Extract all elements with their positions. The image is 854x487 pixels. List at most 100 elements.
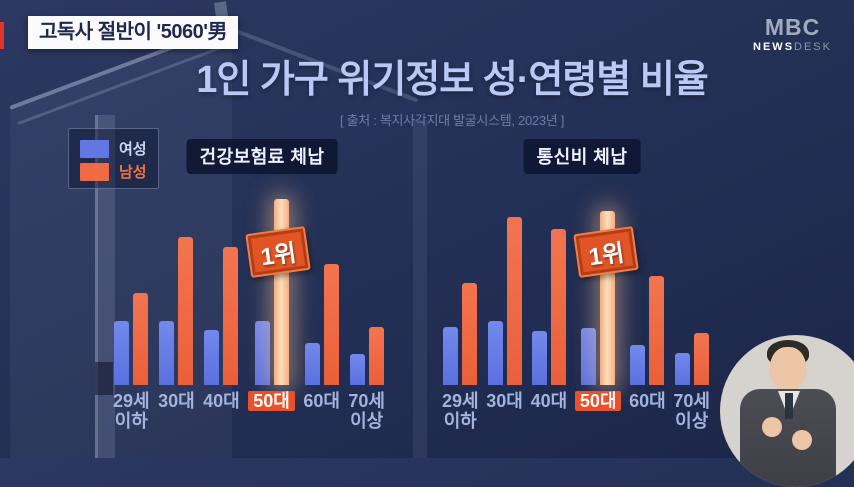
legend: 여성 남성 bbox=[68, 128, 159, 189]
x-axis-label-line: 70세 bbox=[673, 391, 710, 411]
bar-female-70세 bbox=[349, 354, 365, 385]
interpreter-hand-left bbox=[762, 417, 782, 437]
x-axis-label-line: 30대 bbox=[486, 391, 523, 411]
page-title: 1인 가구 위기정보 성·연령별 비율 bbox=[196, 59, 709, 101]
x-axis-label-line: 70세 bbox=[348, 391, 385, 411]
category-group-40대: 40대 bbox=[530, 195, 568, 431]
x-axis-label-line: 40대 bbox=[530, 391, 568, 411]
bar-pair bbox=[114, 195, 149, 385]
bar-male-70세 bbox=[368, 327, 384, 385]
bar-female-29세 bbox=[443, 327, 459, 385]
category-group-40대: 40대 bbox=[203, 195, 240, 431]
category-group-50대: 50대 bbox=[248, 195, 295, 431]
x-axis-label-line: 이상 bbox=[675, 411, 709, 431]
x-axis-label-29세: 29세 이하 bbox=[442, 391, 479, 431]
category-group-29세: 29세 이하 bbox=[442, 195, 479, 431]
news-text: NEWS bbox=[753, 41, 795, 53]
bar-female-50대 bbox=[254, 321, 270, 385]
x-axis-label-line: 50대 bbox=[574, 391, 622, 411]
rank-1-badge-left: 1위 bbox=[245, 226, 311, 278]
x-axis-label-60대: 60대 bbox=[629, 391, 666, 411]
x-axis-label-line: 이하 bbox=[114, 411, 148, 431]
x-axis-label-50대: 50대 bbox=[574, 391, 622, 411]
x-axis-label-line: 60대 bbox=[303, 391, 340, 411]
bar-female-30대 bbox=[159, 321, 175, 385]
bar-male-30대 bbox=[506, 217, 522, 385]
bar-female-40대 bbox=[204, 330, 220, 385]
bar-pair bbox=[531, 195, 566, 385]
headline-block: 1인 가구 위기정보 성·연령별 비율 [ 출처 : 복지사각지대 발굴시스템,… bbox=[60, 48, 844, 129]
bar-male-30대 bbox=[178, 237, 194, 385]
legend-label-male: 남성 bbox=[119, 164, 147, 181]
bar-male-29세 bbox=[462, 283, 478, 385]
x-axis-label-line: 이하 bbox=[443, 411, 477, 431]
desk-text: DESK bbox=[794, 41, 832, 53]
category-group-70세: 70세 이상 bbox=[673, 195, 710, 431]
x-axis-label-60대: 60대 bbox=[303, 391, 340, 411]
category-group-70세: 70세 이상 bbox=[348, 195, 385, 431]
category-group-30대: 30대 bbox=[158, 195, 195, 431]
x-axis-label-line: 29세 bbox=[442, 391, 479, 411]
bar-pair bbox=[304, 195, 339, 385]
house-door-graphic bbox=[95, 362, 113, 395]
breaking-badge-red-accent bbox=[0, 22, 4, 49]
source-caption: [ 출처 : 복지사각지대 발굴시스템, 2023년 ] bbox=[339, 113, 565, 128]
bar-male-70세 bbox=[693, 333, 709, 385]
bar-female-30대 bbox=[487, 321, 503, 385]
chart-telecom-arrears: 29세 이하 30대 40대 50대 60대 70세 이상 bbox=[442, 195, 710, 431]
x-axis-label-30대: 30대 bbox=[158, 391, 195, 411]
bar-groups: 29세 이하 30대 40대 50대 60대 70세 이상 bbox=[442, 195, 710, 431]
newsdesk-label: NEWSDESK bbox=[753, 41, 832, 53]
interpreter-hand-right bbox=[792, 430, 812, 450]
legend-label-female: 여성 bbox=[119, 141, 147, 158]
mbc-logo-text: MBC bbox=[764, 14, 821, 40]
bar-pair bbox=[674, 195, 709, 385]
x-axis-label-line: 50대 bbox=[248, 391, 295, 411]
legend-row-male: 남성 bbox=[80, 162, 158, 181]
bar-male-29세 bbox=[133, 293, 149, 385]
legend-row-female: 여성 bbox=[80, 139, 158, 158]
category-group-60대: 60대 bbox=[629, 195, 666, 431]
x-axis-label-line: 40대 bbox=[203, 391, 240, 411]
bar-female-60대 bbox=[304, 343, 320, 385]
chart-health-insurance-arrears: 29세 이하 30대 40대 50대 60대 70세 이상 bbox=[113, 195, 385, 431]
bar-pair bbox=[254, 195, 289, 385]
bar-pair bbox=[204, 195, 239, 385]
bar-male-40대 bbox=[223, 247, 239, 385]
bar-pair bbox=[443, 195, 478, 385]
x-axis-label-40대: 40대 bbox=[203, 391, 240, 411]
bar-female-60대 bbox=[630, 345, 646, 385]
bar-pair bbox=[581, 195, 616, 385]
x-axis-label-line: 29세 bbox=[113, 391, 150, 411]
x-axis-label-70세: 70세 이상 bbox=[348, 391, 385, 431]
house-wall-graphic bbox=[10, 28, 232, 458]
x-axis-label-line: 60대 bbox=[629, 391, 666, 411]
sign-language-interpreter bbox=[720, 335, 854, 487]
bar-groups: 29세 이하 30대 40대 50대 60대 70세 이상 bbox=[113, 195, 385, 431]
bar-female-40대 bbox=[531, 331, 547, 385]
bar-male-50대 bbox=[273, 199, 289, 385]
bar-pair bbox=[349, 195, 384, 385]
bar-male-60대 bbox=[323, 264, 339, 385]
bar-pair bbox=[159, 195, 194, 385]
bar-male-40대 bbox=[550, 229, 566, 385]
bar-pair bbox=[630, 195, 665, 385]
category-group-29세: 29세 이하 bbox=[113, 195, 150, 431]
breaking-news-badge: 고독사 절반이 '5060'男 bbox=[28, 16, 239, 49]
bar-female-50대 bbox=[581, 328, 597, 385]
legend-swatch-female bbox=[80, 139, 109, 158]
chart-title-telecom-arrears: 통신비 체납 bbox=[523, 139, 641, 174]
bar-pair bbox=[487, 195, 522, 385]
x-axis-label-30대: 30대 bbox=[486, 391, 523, 411]
category-group-30대: 30대 bbox=[486, 195, 523, 431]
bar-female-70세 bbox=[674, 353, 690, 385]
house-wall-band-center bbox=[413, 120, 427, 458]
x-axis-label-70세: 70세 이상 bbox=[673, 391, 710, 431]
x-axis-label-29세: 29세 이하 bbox=[113, 391, 150, 431]
x-axis-label-line: 30대 bbox=[158, 391, 195, 411]
interpreter-tie bbox=[785, 393, 793, 419]
x-axis-label-50대: 50대 bbox=[248, 391, 295, 411]
x-axis-label-line: 이상 bbox=[350, 411, 384, 431]
bar-female-29세 bbox=[114, 321, 130, 385]
mbc-newsdesk-logo: MBC NEWSDESK bbox=[753, 15, 832, 53]
